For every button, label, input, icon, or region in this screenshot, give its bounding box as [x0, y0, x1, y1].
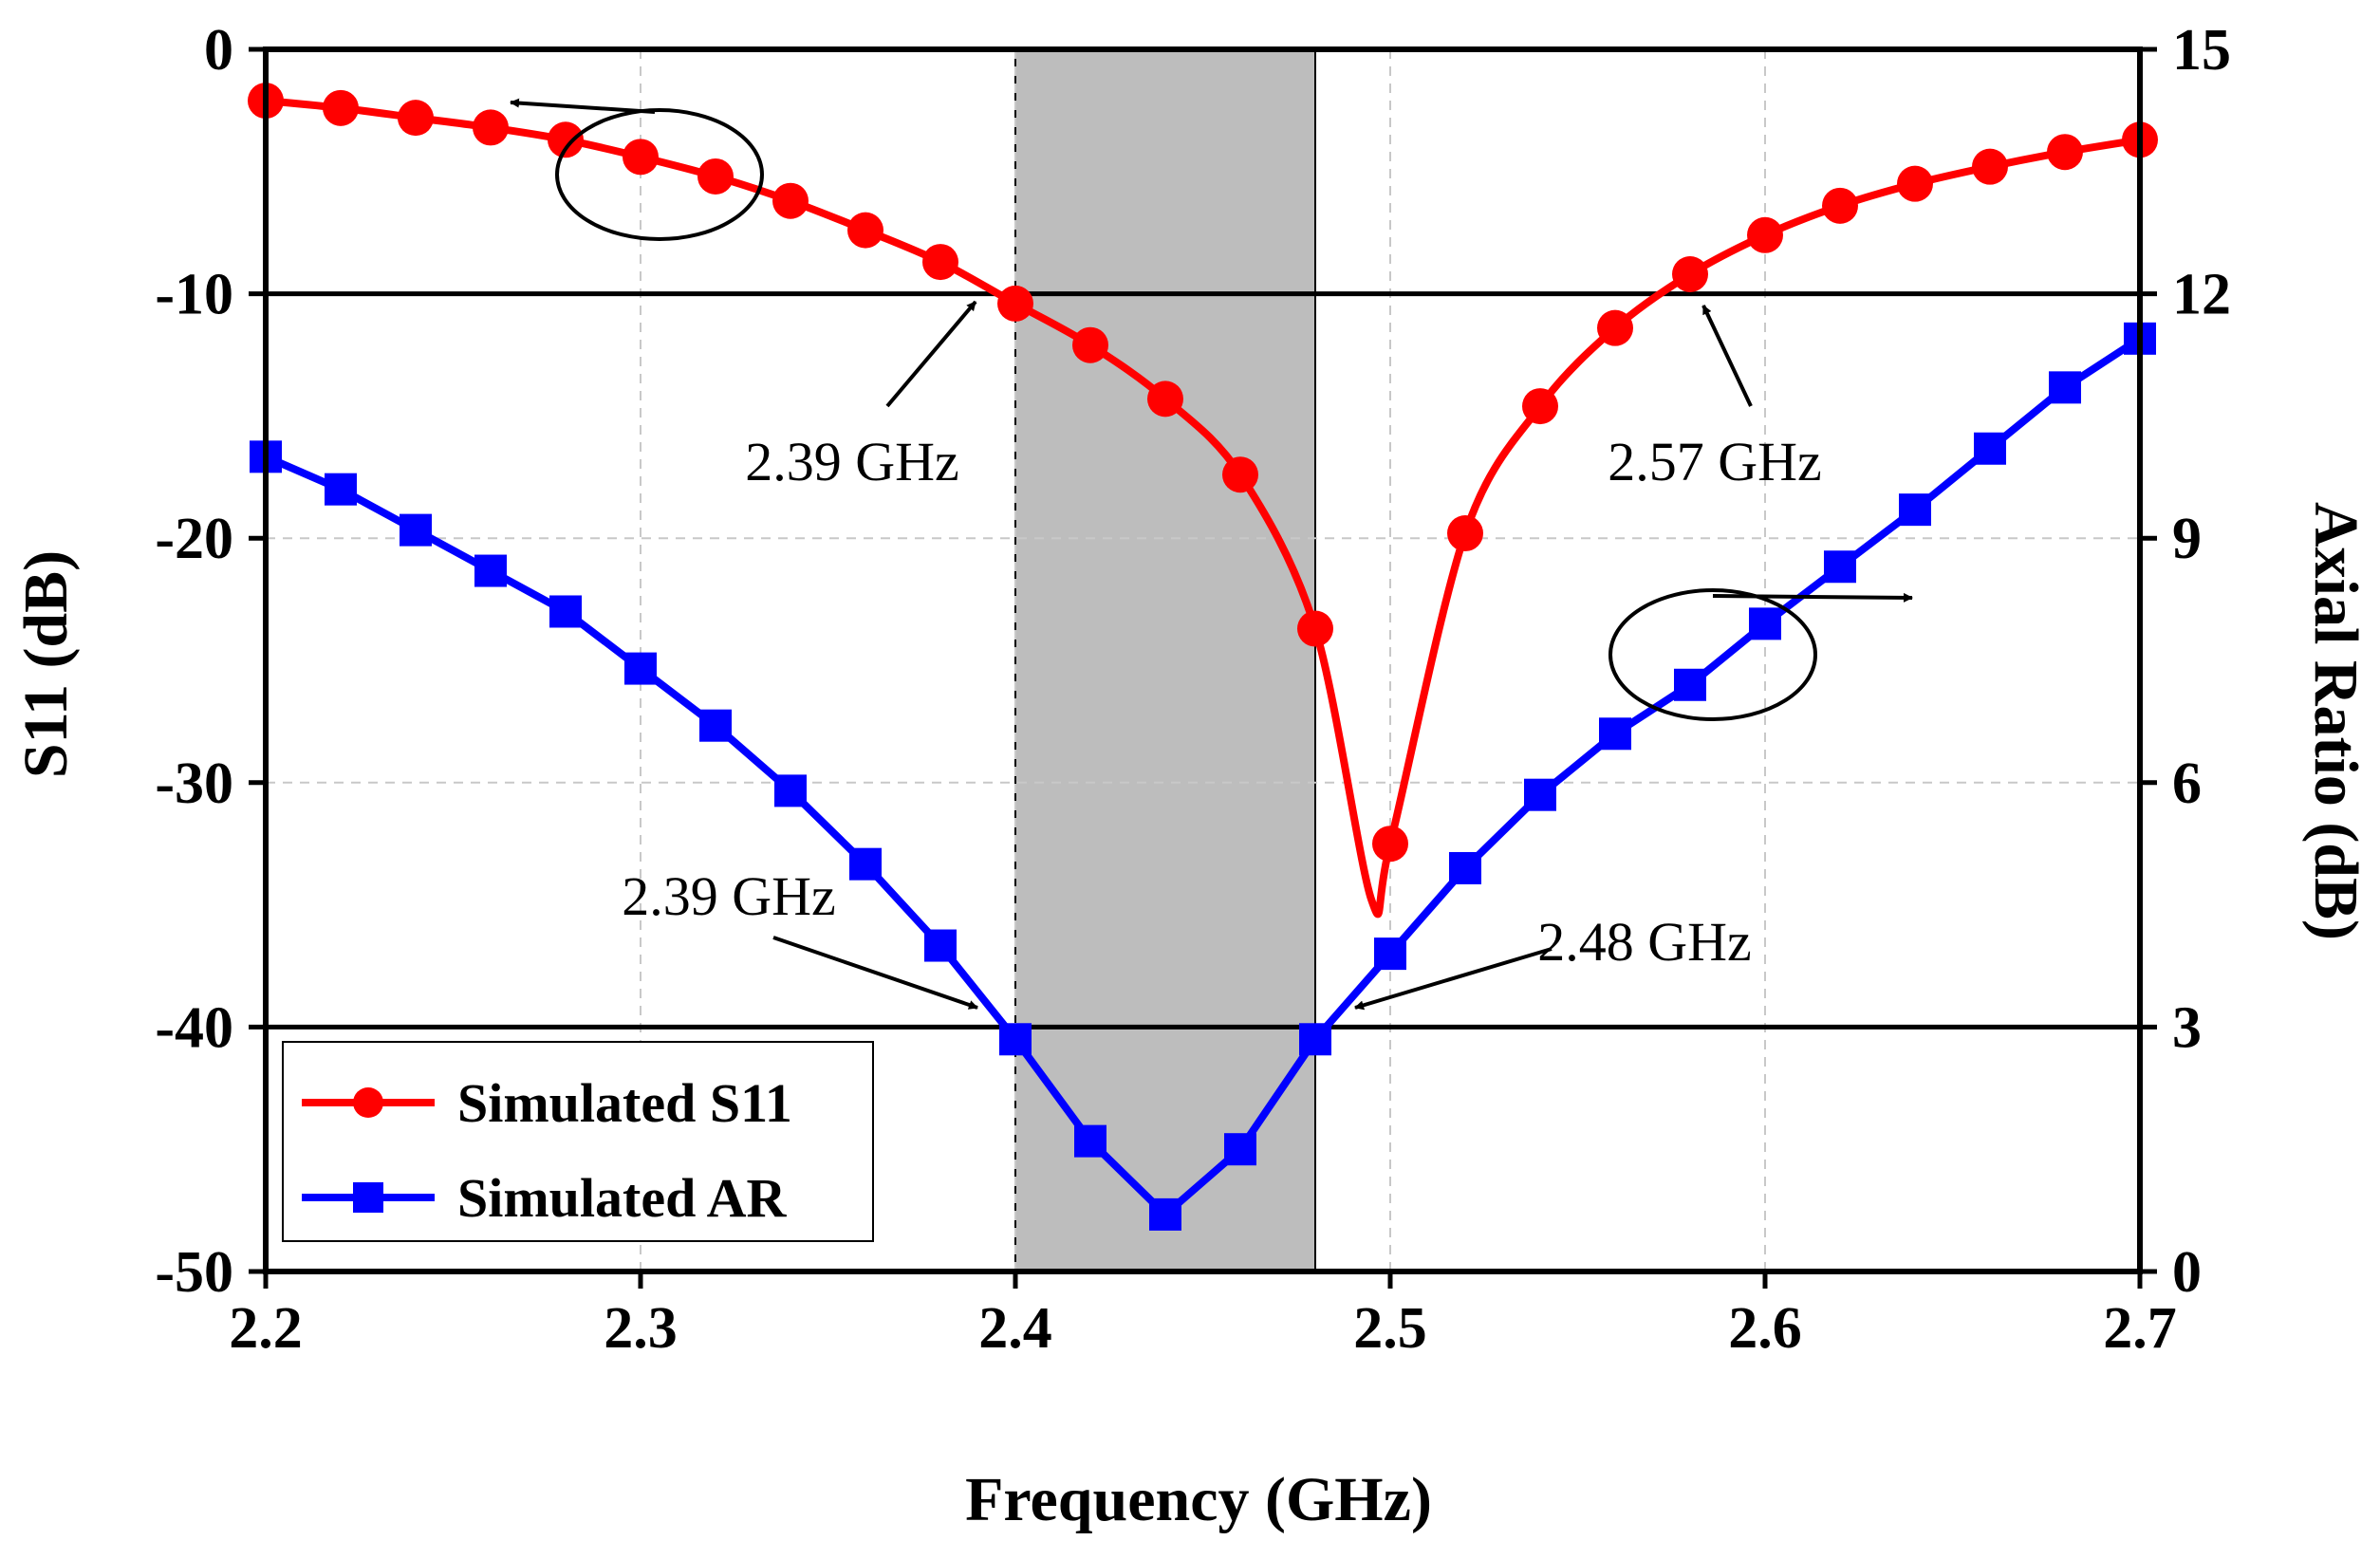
- annotation-s11-upper-arrow: [1701, 305, 1753, 407]
- ar-point: [1224, 1133, 1256, 1166]
- ar-point: [924, 929, 957, 962]
- y2-tick-label: 12: [2172, 263, 2231, 327]
- ar-point: [400, 513, 432, 547]
- y2-tick-label: 15: [2172, 18, 2231, 83]
- y-axis-title: S11 (dB): [11, 550, 81, 778]
- legend: Simulated S11 Simulated AR: [282, 1041, 874, 1242]
- s11-point: [772, 182, 809, 219]
- ar-point: [999, 1023, 1032, 1056]
- annotation-ar-upper-label: 2.48 GHz: [1537, 911, 1752, 973]
- y2-tick-label: 9: [2172, 507, 2202, 571]
- ar-point: [1149, 1197, 1181, 1231]
- y-tick-label: -40: [155, 995, 233, 1060]
- s11-point: [997, 285, 1033, 322]
- s11-point: [398, 100, 434, 137]
- ar-point: [549, 595, 582, 628]
- y-tick-label: -10: [155, 263, 233, 327]
- y-tick-label: -30: [155, 752, 233, 816]
- s11-point: [1297, 610, 1333, 647]
- ar-point: [2049, 371, 2081, 404]
- s11-point: [323, 89, 359, 126]
- y-tick-label: -20: [155, 507, 233, 571]
- ar-point: [849, 847, 882, 881]
- ar-point: [774, 774, 807, 807]
- s11-point: [473, 109, 509, 146]
- legend-ar-marker: [353, 1182, 383, 1213]
- annotation-ar-lower-arrow: [772, 936, 978, 1010]
- legend-ar-label: Simulated AR: [457, 1167, 788, 1229]
- ar-point: [1449, 851, 1481, 884]
- x-tick-label: 2.4: [978, 1296, 1052, 1361]
- s11-point: [1597, 309, 1633, 346]
- s11-point: [1822, 187, 1858, 224]
- ar-point: [624, 652, 657, 685]
- legend-s11-marker: [353, 1087, 383, 1118]
- s11-point: [922, 244, 958, 281]
- shaded-band: [1015, 49, 1315, 1271]
- s11-point: [623, 139, 659, 176]
- x-tick-label: 2.2: [229, 1296, 303, 1361]
- ar-point: [1974, 432, 2006, 465]
- ar-point: [325, 473, 357, 506]
- annotation-ar-lower-label: 2.39 GHz: [622, 865, 836, 927]
- ar-point: [1299, 1023, 1331, 1056]
- annotation-ar-upper-arrow: [1354, 947, 1553, 1011]
- s11-axis-indicator-arrow: [510, 98, 656, 114]
- s11-point: [548, 121, 584, 158]
- s11-point: [1222, 456, 1258, 493]
- ar-axis-indicator-ellipse: [1608, 588, 1817, 721]
- s11-point: [1072, 326, 1108, 363]
- s11-point: [1522, 388, 1558, 425]
- ar-point: [1749, 607, 1781, 640]
- y2-tick-label: 6: [2172, 752, 2202, 816]
- annotation-s11-upper-label: 2.57 GHz: [1608, 431, 1822, 492]
- annotation-s11-lower-arrow: [885, 300, 977, 408]
- ar-point: [1074, 1124, 1106, 1158]
- s11-point: [697, 158, 734, 195]
- x-tick-label: 2.7: [2103, 1296, 2177, 1361]
- s11-point: [1972, 148, 2008, 185]
- annotation-s11-lower-label: 2.39 GHz: [745, 431, 959, 492]
- y2-axis-title: Axial Ratio (dB): [2301, 502, 2371, 940]
- s11-point: [1447, 515, 1483, 552]
- ar-point: [699, 709, 732, 742]
- s11-point: [1747, 216, 1783, 253]
- s11-point: [1147, 380, 1183, 418]
- legend-s11-label: Simulated S11: [457, 1072, 792, 1134]
- ar-point: [474, 554, 507, 587]
- ar-point: [1824, 550, 1856, 584]
- s11-point: [1897, 165, 1933, 202]
- ar-point: [1374, 937, 1406, 971]
- ar-point: [1524, 778, 1556, 811]
- ar-point: [1599, 717, 1631, 751]
- y2-tick-label: 3: [2172, 995, 2202, 1060]
- plot-frame: [263, 46, 2143, 1274]
- ar-axis-indicator-arrow: [1712, 592, 1913, 603]
- ar-point: [1674, 668, 1706, 701]
- s11-point: [2047, 134, 2083, 171]
- x-tick-label: 2.5: [1353, 1296, 1427, 1361]
- s11-point: [847, 212, 883, 249]
- s11-axis-indicator-ellipse: [555, 108, 764, 241]
- y-tick-label: 0: [204, 18, 233, 83]
- s11-point: [1672, 255, 1708, 292]
- x-tick-label: 2.6: [1728, 1296, 1802, 1361]
- y2-tick-label: 0: [2172, 1240, 2202, 1305]
- ar-point: [1899, 493, 1931, 527]
- s11-point: [1372, 826, 1408, 863]
- x-axis-title: Frequency (GHz): [965, 1465, 1432, 1534]
- y-tick-label: -50: [155, 1240, 233, 1305]
- x-tick-label: 2.3: [604, 1296, 678, 1361]
